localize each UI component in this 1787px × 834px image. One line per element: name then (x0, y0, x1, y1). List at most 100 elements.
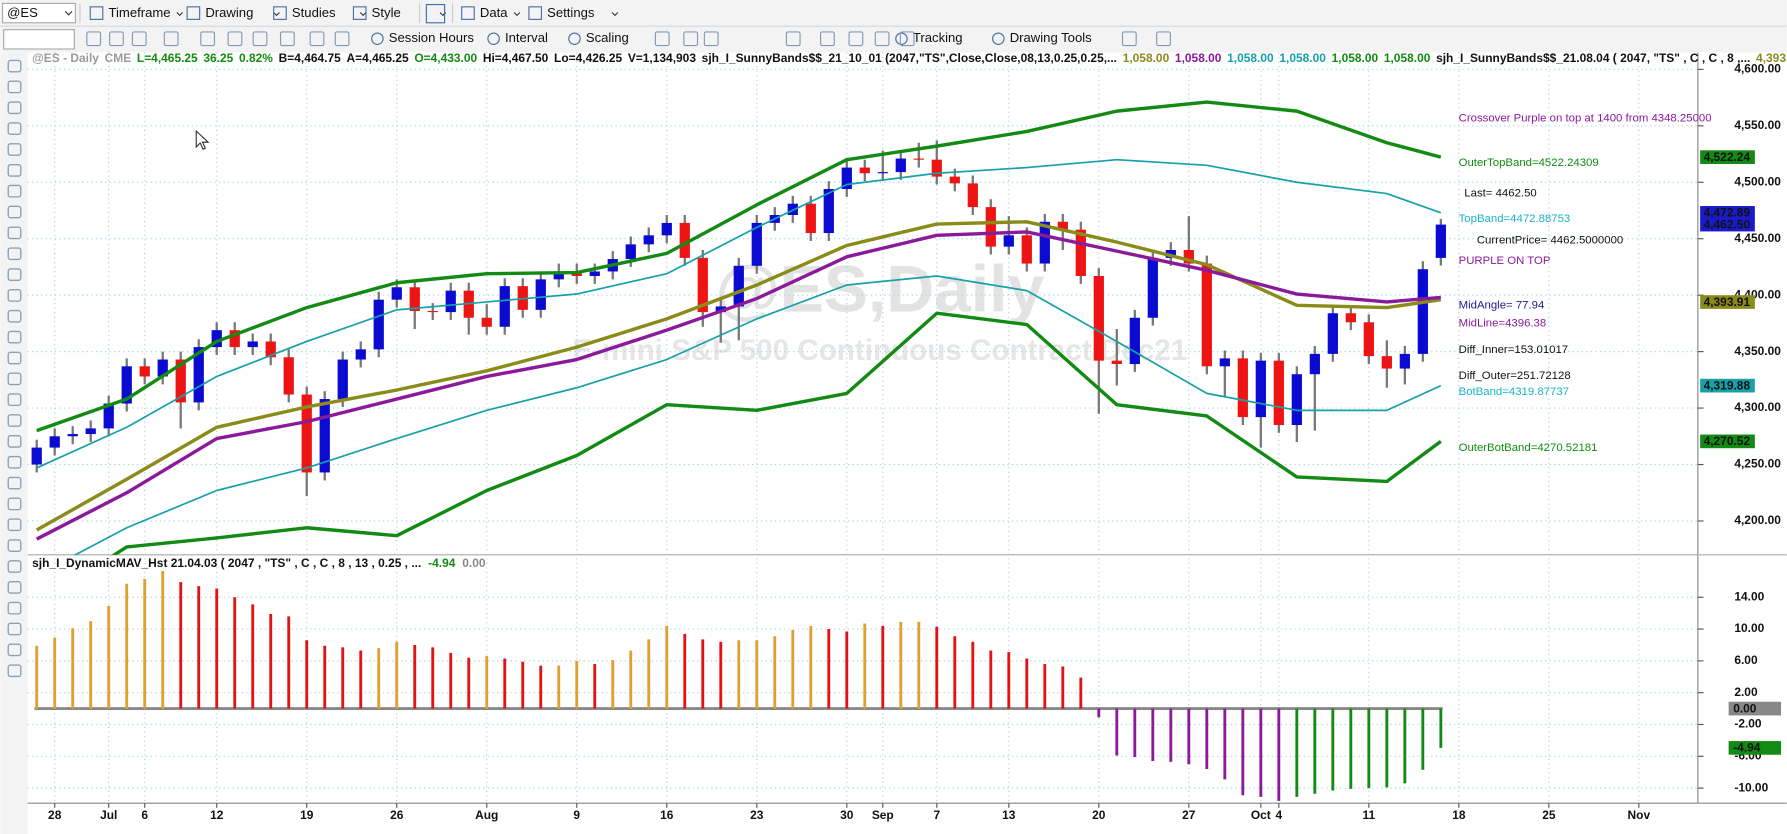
toolbar-icon[interactable] (279, 31, 295, 47)
toolbar-icon[interactable] (86, 31, 102, 47)
candle-body (175, 359, 186, 403)
tool-item[interactable]: Scaling (586, 30, 629, 45)
price-badge-label: 4,462.50 (1704, 217, 1751, 231)
x-tick-label: 19 (300, 808, 314, 822)
candle-body (1345, 313, 1356, 323)
candle-body (1093, 275, 1104, 361)
candle-body (157, 359, 168, 377)
tool-icon[interactable] (7, 476, 22, 490)
toolbar-icon[interactable] (1156, 31, 1171, 47)
tool-icon[interactable] (7, 268, 22, 281)
toolbar-icon[interactable] (703, 31, 719, 47)
input-box[interactable] (3, 29, 75, 50)
symbol-box[interactable] (1, 2, 77, 24)
toolbar-icon[interactable] (200, 31, 216, 47)
tool-icon[interactable] (7, 580, 22, 594)
tool-icon[interactable] (7, 289, 22, 302)
tool-icon[interactable] (7, 143, 22, 156)
toolbar-icon[interactable] (848, 31, 864, 47)
toolbar-button[interactable] (425, 3, 446, 24)
tool-icon[interactable] (7, 622, 22, 636)
header-item: sjh_I_SunnyBands$$_21_10_01 (2047,"TS",C… (702, 51, 1117, 65)
study-annotation: Crossover Purple on top at 1400 from 434… (1459, 113, 1712, 125)
candle-body (391, 287, 402, 300)
tool-icon[interactable] (7, 414, 22, 427)
tool-icon[interactable] (7, 309, 22, 323)
symbol[interactable]: @ES (7, 5, 38, 20)
band-line (111, 311, 1442, 555)
tool-icon[interactable] (7, 435, 22, 448)
tool-icon[interactable] (7, 101, 22, 115)
menu-item[interactable]: Drawing (205, 5, 253, 20)
tool-item[interactable]: Interval (505, 30, 548, 45)
value-badge-label: 0.00 (1733, 701, 1757, 715)
tool-icon[interactable] (7, 518, 22, 532)
tool-icon[interactable] (7, 351, 22, 365)
tool-icon[interactable] (7, 455, 22, 469)
header-item: 1,058.00 (1384, 51, 1431, 65)
toolbar-icon[interactable] (309, 31, 325, 47)
header-item: 0.00 (462, 556, 486, 570)
header-item: -4.94 (428, 556, 456, 570)
study-annotation: CurrentPrice= 4462.5000000 (1477, 234, 1623, 246)
menu-item[interactable]: Style (372, 5, 401, 20)
candle-body (1327, 313, 1338, 354)
tool-item[interactable]: Drawing Tools (1010, 30, 1092, 45)
candle-body (985, 207, 996, 247)
tool-icon[interactable] (7, 497, 22, 511)
header-item: B=4,464.75 (279, 51, 341, 65)
study-annotation: PURPLE ON TOP (1459, 255, 1551, 267)
candle-body (319, 399, 330, 473)
tool-icon (992, 32, 1005, 46)
tool-icon[interactable] (7, 601, 22, 615)
tool-icon[interactable] (7, 330, 22, 344)
tool-icon[interactable] (7, 393, 22, 407)
toolbar-icon[interactable] (874, 31, 890, 47)
toolbar-icon[interactable] (163, 31, 179, 47)
tool-icon (487, 32, 500, 46)
candle-body (1201, 263, 1212, 367)
mouse-cursor (195, 129, 210, 150)
tool-icon[interactable] (7, 122, 22, 136)
toolbar-icon[interactable] (785, 31, 801, 47)
toolbar-icon[interactable] (820, 31, 835, 47)
tool-item[interactable]: Tracking (913, 30, 963, 45)
tool-item[interactable]: Session Hours (389, 30, 475, 45)
price-badge (1700, 378, 1755, 393)
tool-icon[interactable] (7, 226, 22, 240)
tool-icon[interactable] (7, 372, 22, 386)
candle-body (1399, 353, 1410, 369)
price-badge-label: 4,270.52 (1704, 434, 1751, 448)
toolbar-icon[interactable] (334, 31, 350, 47)
candle-body (499, 286, 510, 327)
toolbar-icon[interactable] (899, 31, 915, 47)
y-tick-label: 10.00 (1734, 621, 1764, 635)
value-badge (1728, 701, 1782, 716)
tool-icon[interactable] (7, 664, 22, 678)
toolbar-icon[interactable] (683, 31, 699, 47)
tool-icon[interactable] (7, 80, 22, 94)
price-badge-label: 4,319.88 (1704, 378, 1751, 392)
toolbar-icon[interactable] (109, 31, 124, 47)
tool-icon[interactable] (7, 560, 22, 573)
tool-icon[interactable] (7, 184, 22, 198)
tool-icon[interactable] (7, 59, 22, 73)
toolbar-icon[interactable] (654, 31, 670, 47)
menu-item[interactable]: Studies (292, 5, 336, 20)
menu-item[interactable]: Timeframe (108, 5, 170, 20)
dropdown-caret (359, 12, 367, 17)
toolbar-icon[interactable] (1121, 31, 1137, 47)
tool-icon[interactable] (7, 539, 22, 553)
menu-item[interactable]: Data (480, 5, 508, 20)
y-tick-label: 14.00 (1734, 589, 1764, 603)
toolbar-icon[interactable] (131, 31, 147, 47)
toolbar-icon[interactable] (252, 31, 268, 47)
tool-icon[interactable] (7, 247, 22, 261)
menu-item[interactable]: Settings (547, 5, 595, 20)
toolbar-icon[interactable] (227, 31, 243, 47)
tool-icon[interactable] (7, 205, 22, 219)
tool-icon[interactable] (7, 163, 22, 177)
dropdown-caret (513, 12, 521, 17)
tool-icon[interactable] (7, 643, 22, 657)
